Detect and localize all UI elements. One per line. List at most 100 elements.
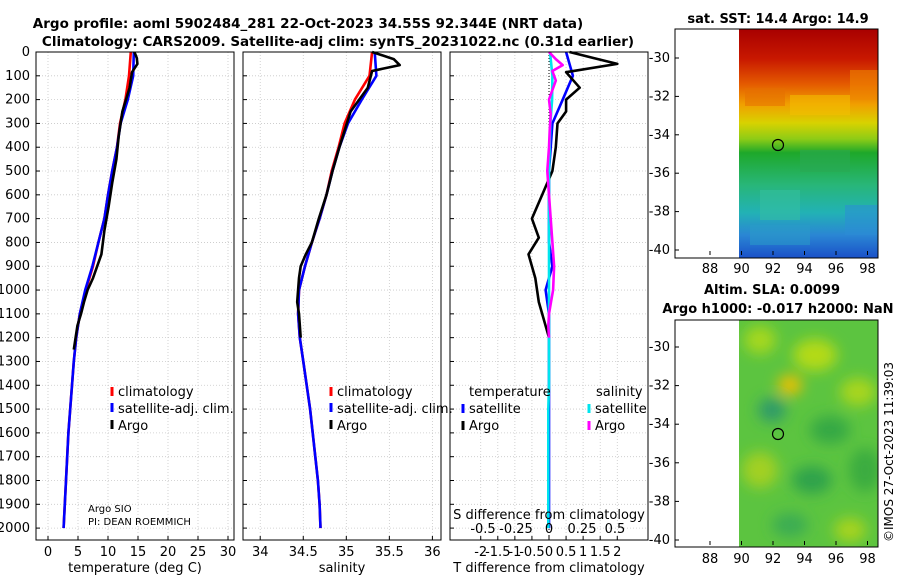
map-x-tick-label: 96 [828, 262, 845, 277]
difference-panel: -2-1.5-1-0.5 0 0.5 1 1.5 2-0.5 -0.25 0 0.25 0.5 S… [449, 50, 649, 576]
x-tick-label: 10 [100, 545, 117, 560]
x-tick-label: -2 [474, 545, 487, 560]
map-y-tick-label: -34 [649, 128, 670, 143]
depth-tick-label: 1200 [0, 331, 30, 346]
difference-axis: -2-1.5-1-0.5 0 0.5 1 1.5 2-0.5 -0.25 0 0.25 0.5 [470, 522, 625, 560]
map-x-tick-label: 94 [796, 552, 813, 567]
s-tick-label: 0 [545, 522, 553, 537]
salinity-axis: 34 34.5 35 35.5 36 [252, 536, 441, 560]
s-tick-label: 0.5 [605, 522, 626, 537]
x-tick-label: 0 [44, 545, 52, 560]
temperature-axis: 0 5 10 15 20 25 30 [44, 536, 236, 560]
s-tick-label: -0.5 [470, 522, 495, 537]
depth-tick-label: 1600 [0, 426, 30, 441]
map-x-tick-label: 96 [828, 552, 845, 567]
map-x-tick-label: 94 [796, 262, 813, 277]
depth-tick-label: 1900 [0, 497, 30, 512]
salinity-panel: 34 34.5 35 35.5 36 salinity climatology sate… [242, 50, 453, 576]
depth-axis: 0 100 200 300 400 500 600 700 800 900 1000 1100 1200… [0, 45, 30, 536]
depth-tick-label: 1300 [0, 354, 30, 369]
argo-location-marker [771, 427, 785, 441]
difference-legend: temperature salinity satellite Argo sate… [461, 385, 647, 434]
legend-t-satellite: satellite [469, 402, 521, 417]
depth-tick-label: 300 [5, 116, 30, 131]
map-x-tick-label: 98 [859, 262, 876, 277]
x-tick-label: 34.5 [289, 545, 318, 560]
map-x-tick-label: 90 [733, 552, 750, 567]
depth-tick-label: 400 [5, 140, 30, 155]
x-tick-label: 1 [579, 545, 587, 560]
x-tick-label: 1.5 [590, 545, 611, 560]
x-tick-label: -0.5 [519, 545, 544, 560]
sst-texture [745, 70, 878, 245]
depth-tick-label: 1800 [0, 473, 30, 488]
x-tick-label: 0 [545, 545, 553, 560]
x-tick-label: 5 [74, 545, 82, 560]
title-line-1: Argo profile: aoml 5902484_281 22-Oct-20… [33, 16, 583, 32]
depth-tick-label: 1000 [0, 283, 30, 298]
temperature-legend: climatology satellite-adj. clim. Argo [110, 385, 234, 434]
depth-tick-label: 600 [5, 188, 30, 203]
series-argo [295, 50, 402, 338]
depth-tick-label: 1400 [0, 378, 30, 393]
depth-tick-label: 1100 [0, 307, 30, 322]
x-tick-label: 0.5 [556, 545, 577, 560]
map-y-tick-label: -38 [649, 494, 670, 509]
map-y-tick-label: -40 [649, 533, 670, 548]
salinity-legend: climatology satellite-adj. clim. Argo [329, 385, 453, 434]
map-y-tick-label: -36 [649, 166, 670, 181]
sla-texture [742, 326, 878, 542]
map-y-tick-label: -36 [649, 456, 670, 471]
sla-map-title-2: Argo h1000: -0.017 h2000: NaN [662, 302, 893, 317]
series-temperature-argo [527, 50, 619, 339]
x-tick-label: 20 [160, 545, 177, 560]
sla-map: Altim. SLA: 0.0099 Argo h1000: -0.017 h2… [649, 283, 894, 567]
credit-text: ©IMOS 27-Oct-2023 11:39:03 [882, 362, 896, 542]
map-y-tick-label: -32 [649, 89, 670, 104]
map-y-tick-label: -30 [649, 340, 670, 355]
sla-map-title-1: Altim. SLA: 0.0099 [704, 283, 840, 298]
legend-argo: Argo [118, 419, 148, 434]
float-pi: PI: DEAN ROEMMICH [88, 517, 191, 528]
legend-salinity-title: salinity [596, 385, 643, 400]
legend-satellite: satellite-adj. clim. [337, 402, 453, 417]
legend-s-argo: Argo [595, 419, 625, 434]
depth-tick-label: 0 [22, 45, 30, 60]
map-x-tick-label: 88 [702, 262, 719, 277]
series-argo [72, 51, 139, 350]
map-y-tick-label: -30 [649, 51, 670, 66]
temperature-panel: 0 5 10 15 20 25 30 0 100 200 300 400 500 600 700 800 90… [0, 45, 236, 576]
title-line-2: Climatology: CARS2009. Satellite-adj cli… [42, 34, 634, 50]
map-x-tick-label: 92 [765, 552, 782, 567]
x-tick-label: 35.5 [375, 545, 404, 560]
t-difference-label: T difference from climatology [452, 561, 645, 576]
legend-satellite: satellite-adj. clim. [118, 402, 234, 417]
map-y-tick-label: -32 [649, 379, 670, 394]
depth-tick-label: 1700 [0, 450, 30, 465]
sst-map-title: sat. SST: 14.4 Argo: 14.9 [687, 12, 868, 27]
map-y-tick-label: -38 [649, 205, 670, 220]
map-y-tick-label: -34 [649, 417, 670, 432]
map-x-tick-label: 90 [733, 262, 750, 277]
depth-tick-label: 1500 [0, 402, 30, 417]
s-tick-label: -0.25 [499, 522, 533, 537]
map-x-tick-label: 98 [859, 552, 876, 567]
depth-tick-label: 2000 [0, 521, 30, 536]
depth-tick-label: 800 [5, 235, 30, 250]
legend-climatology: climatology [118, 385, 194, 400]
x-tick-label: 25 [190, 545, 207, 560]
sst-map: sat. SST: 14.4 Argo: 14.9 -30 -32 -34 -36 -3… [649, 12, 879, 277]
depth-tick-label: 500 [5, 164, 30, 179]
s-difference-label: S difference from climatology [453, 508, 645, 523]
x-tick-label: 30 [220, 545, 237, 560]
legend-s-satellite: satellite [595, 402, 647, 417]
depth-tick-label: 700 [5, 212, 30, 227]
x-tick-label: 36 [424, 545, 441, 560]
argo-location-marker [771, 138, 785, 152]
float-institution: Argo SIO [88, 504, 132, 515]
map-x-tick-label: 88 [702, 552, 719, 567]
depth-tick-label: 200 [5, 93, 30, 108]
series-salinity-argo [545, 51, 565, 338]
x-tick-label: 35 [338, 545, 355, 560]
